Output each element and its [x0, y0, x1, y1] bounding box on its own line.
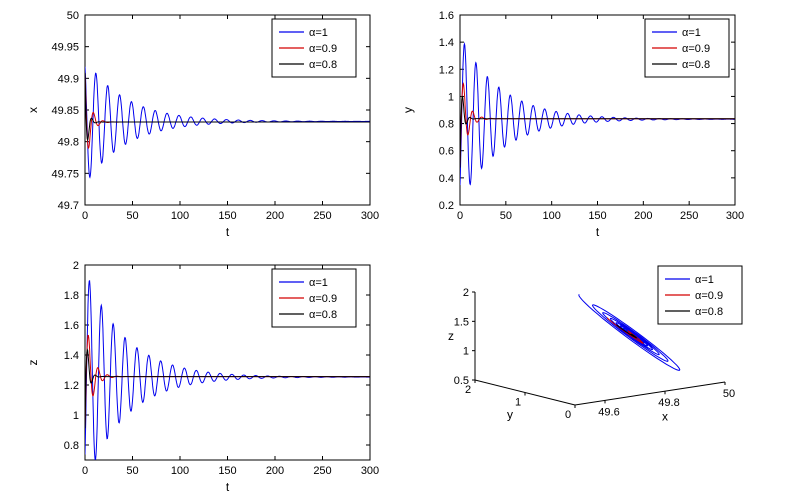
svg-text:1: 1	[515, 397, 521, 409]
svg-text:50: 50	[500, 210, 512, 222]
plot-x-vs-t: 0 50 100 150 200 250 300 49.7 49.75 49.8 49.85 49.9…	[26, 10, 379, 239]
svg-text:α=0.8: α=0.8	[695, 306, 723, 318]
svg-text:α=1: α=1	[309, 277, 328, 289]
svg-text:150: 150	[218, 210, 236, 222]
svg-text:t: t	[226, 480, 230, 494]
svg-text:1.8: 1.8	[64, 290, 79, 302]
svg-text:300: 300	[361, 210, 379, 222]
svg-text:α=0.9: α=0.9	[682, 43, 710, 55]
svg-text:0.8: 0.8	[439, 119, 454, 131]
svg-text:0: 0	[82, 210, 88, 222]
svg-text:t: t	[596, 225, 600, 239]
svg-text:50: 50	[126, 210, 138, 222]
svg-text:0.5: 0.5	[454, 375, 469, 387]
svg-text:α=0.9: α=0.9	[309, 293, 337, 305]
svg-text:1.2: 1.2	[439, 64, 454, 76]
svg-text:49.75: 49.75	[51, 168, 79, 180]
svg-text:50: 50	[126, 465, 138, 477]
svg-text:α=0.8: α=0.8	[309, 309, 337, 321]
svg-text:x: x	[662, 410, 668, 424]
plot-z-vs-t: 0 50 100 150 200 250 300 0.8 1 1.2 1.4 1.6 1.8 2 t z α=1…	[26, 260, 379, 494]
svg-text:z: z	[26, 360, 40, 366]
svg-text:y: y	[507, 408, 513, 422]
svg-text:49.9: 49.9	[58, 73, 79, 85]
svg-text:49.8: 49.8	[58, 137, 79, 149]
svg-text:250: 250	[680, 210, 698, 222]
svg-text:49.95: 49.95	[51, 42, 79, 54]
svg-text:x: x	[26, 107, 40, 113]
svg-text:α=0.8: α=0.8	[309, 59, 337, 71]
svg-text:300: 300	[361, 465, 379, 477]
svg-text:0.4: 0.4	[439, 173, 454, 185]
svg-text:0: 0	[457, 210, 463, 222]
svg-text:0: 0	[82, 465, 88, 477]
svg-text:250: 250	[313, 210, 331, 222]
svg-text:1: 1	[463, 346, 469, 358]
svg-text:200: 200	[266, 465, 284, 477]
svg-text:α=1: α=1	[695, 274, 714, 286]
svg-text:250: 250	[313, 465, 331, 477]
svg-text:α=1: α=1	[682, 27, 701, 39]
svg-text:1.2: 1.2	[64, 380, 79, 392]
svg-text:2: 2	[73, 260, 79, 272]
svg-text:49.6: 49.6	[598, 406, 619, 418]
svg-text:α=1: α=1	[309, 27, 328, 39]
svg-text:2: 2	[465, 384, 471, 396]
svg-text:1.6: 1.6	[64, 320, 79, 332]
svg-text:50: 50	[67, 10, 79, 22]
svg-text:0.2: 0.2	[439, 200, 454, 212]
plot-y-vs-t: 0 50 100 150 200 250 300 0.2 0.4 0.6 0.8 1 1.2 1.4 1.6…	[401, 10, 744, 239]
svg-text:2: 2	[463, 287, 469, 299]
svg-text:α=0.9: α=0.9	[309, 43, 337, 55]
svg-text:1: 1	[448, 91, 454, 103]
svg-text:50: 50	[723, 388, 735, 400]
svg-text:α=0.8: α=0.8	[682, 59, 710, 71]
svg-text:200: 200	[266, 210, 284, 222]
svg-text:300: 300	[726, 210, 744, 222]
svg-text:100: 100	[542, 210, 560, 222]
svg-text:0.8: 0.8	[64, 440, 79, 452]
svg-text:100: 100	[171, 465, 189, 477]
svg-text:α=0.9: α=0.9	[695, 290, 723, 302]
svg-text:150: 150	[588, 210, 606, 222]
svg-text:y: y	[401, 107, 415, 113]
svg-text:1.6: 1.6	[439, 10, 454, 22]
svg-text:150: 150	[218, 465, 236, 477]
svg-text:t: t	[226, 225, 230, 239]
svg-text:200: 200	[634, 210, 652, 222]
svg-text:0: 0	[565, 409, 571, 421]
svg-text:1.4: 1.4	[439, 37, 454, 49]
svg-text:z: z	[448, 329, 454, 343]
svg-text:100: 100	[171, 210, 189, 222]
svg-text:49.8: 49.8	[658, 397, 679, 409]
svg-text:1.4: 1.4	[64, 350, 79, 362]
svg-text:49.85: 49.85	[51, 105, 79, 117]
svg-text:1: 1	[73, 410, 79, 422]
svg-text:49.7: 49.7	[58, 200, 79, 212]
svg-text:1.5: 1.5	[454, 316, 469, 328]
svg-text:0.6: 0.6	[439, 146, 454, 158]
